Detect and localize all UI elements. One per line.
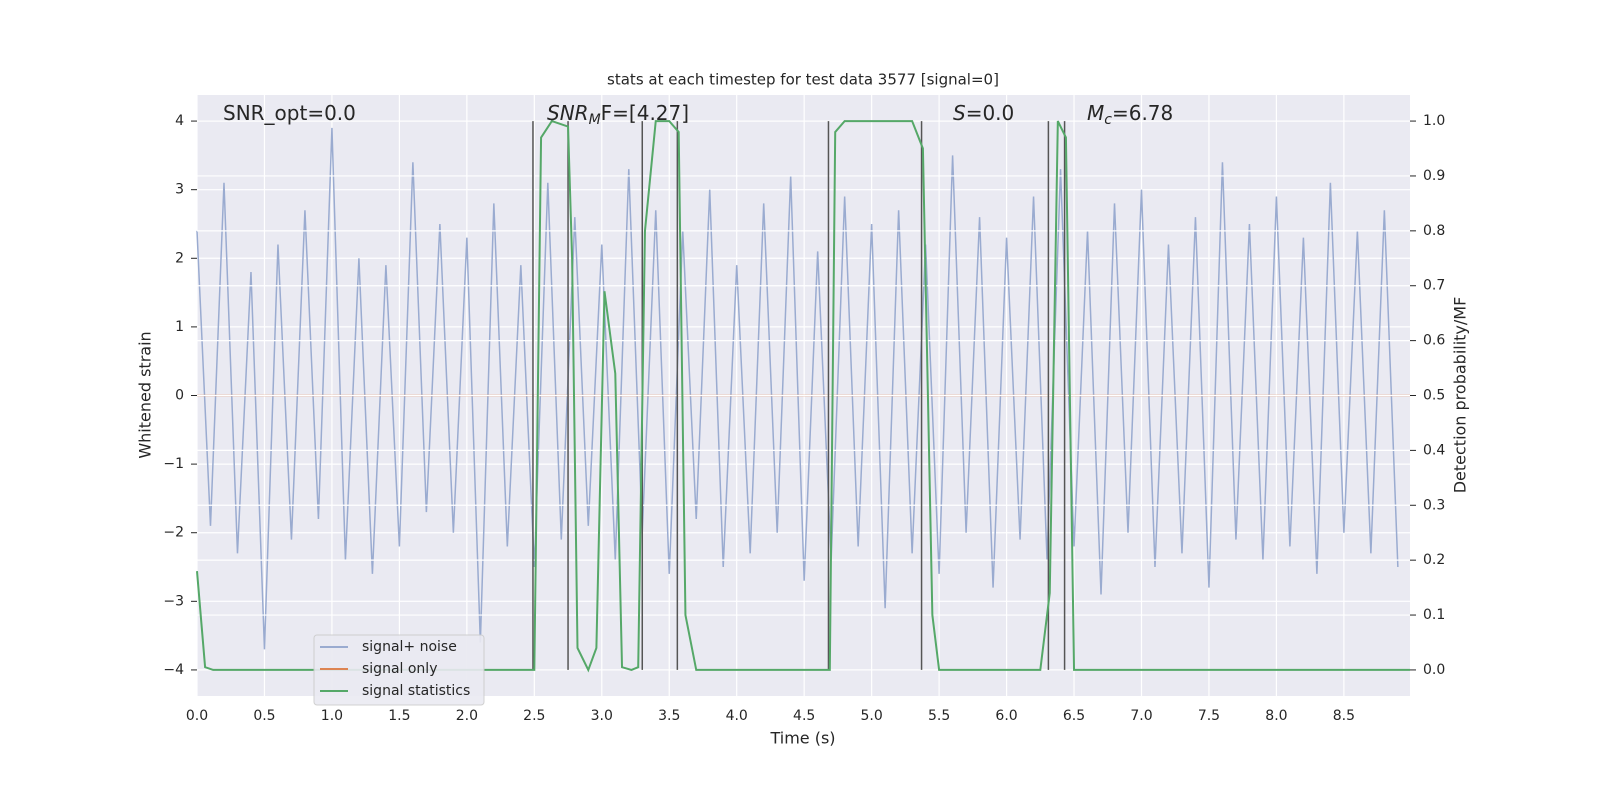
y-tick-label: −3 xyxy=(163,593,184,609)
x-tick-label: 6.5 xyxy=(1063,708,1085,724)
x-axis-label: Time (s) xyxy=(769,729,835,748)
y2-axis-label: Detection probability/MF xyxy=(1451,297,1470,494)
y2-tick-label: 1.0 xyxy=(1423,113,1445,129)
x-tick-label: 6.0 xyxy=(995,708,1017,724)
y2-tick-label: 0.0 xyxy=(1423,662,1445,678)
annotation-symbol: SNR xyxy=(547,101,589,125)
y-tick-label: 2 xyxy=(175,250,184,266)
x-tick-label: 3.0 xyxy=(591,708,613,724)
x-tick-label: 2.5 xyxy=(523,708,545,724)
y-tick-label: 0 xyxy=(175,388,184,404)
legend-label: signal only xyxy=(362,661,437,677)
y2-tick-label: 0.6 xyxy=(1423,333,1445,349)
annotation: SNRMF=[4.27] xyxy=(547,101,689,129)
y2-tick-label: 0.7 xyxy=(1423,278,1445,294)
series-line xyxy=(196,119,1410,673)
annotation-text: =6.78 xyxy=(1112,101,1173,125)
legend-box xyxy=(313,634,485,706)
x-tick-label: 4.0 xyxy=(726,708,748,724)
annotation-subscript: M xyxy=(589,112,601,128)
x-tick-label: 0.5 xyxy=(253,708,275,724)
y-tick-label: 1 xyxy=(175,319,184,335)
x-tick-label: 1.5 xyxy=(388,708,410,724)
legend-label: signal statistics xyxy=(362,683,470,699)
y2-tick-label: 0.5 xyxy=(1423,388,1445,404)
y2-tick-label: 0.9 xyxy=(1423,168,1445,184)
x-tick-label: 3.5 xyxy=(658,708,680,724)
x-tick-label: 7.5 xyxy=(1198,708,1220,724)
annotation-symbol: M xyxy=(1087,101,1104,125)
x-tick-label: 8.0 xyxy=(1265,708,1287,724)
x-tick-label: 7.0 xyxy=(1130,708,1152,724)
y-tick-label: 3 xyxy=(175,182,184,198)
y2-tick-label: 0.2 xyxy=(1423,552,1445,568)
chart-title: stats at each timestep for test data 357… xyxy=(607,71,999,89)
annotation: Mc=6.78 xyxy=(1087,101,1173,129)
y-tick-label: 4 xyxy=(175,113,184,129)
annotation-text: SNR_opt=0.0 xyxy=(223,101,356,125)
y2-tick-label: 0.8 xyxy=(1423,223,1445,239)
y-tick-label: −2 xyxy=(163,525,184,541)
annotation: SNR_opt=0.0 xyxy=(223,101,356,125)
x-tick-label: 4.5 xyxy=(793,708,815,724)
annotation: S=0.0 xyxy=(953,101,1014,125)
x-tick-label: 1.0 xyxy=(321,708,343,724)
y2-tick-label: 0.4 xyxy=(1423,442,1445,458)
y2-tick-label: 0.1 xyxy=(1423,607,1445,623)
annotation-text: =0.0 xyxy=(966,101,1015,125)
y-axis-label: Whitened strain xyxy=(136,331,155,458)
x-tick-label: 0.0 xyxy=(186,708,208,724)
x-tick-label: 8.5 xyxy=(1333,708,1355,724)
y-tick-label: −4 xyxy=(163,662,184,678)
annotation-text: F=[4.27] xyxy=(601,101,689,125)
annotation-subscript: c xyxy=(1104,112,1112,128)
x-tick-label: 5.0 xyxy=(861,708,883,724)
y2-tick-label: 0.3 xyxy=(1423,497,1445,513)
legend-label: signal+ noise xyxy=(362,639,457,655)
x-tick-label: 5.5 xyxy=(928,708,950,724)
x-tick-label: 2.0 xyxy=(456,708,478,724)
series-line xyxy=(196,127,1399,650)
annotation-symbol: S xyxy=(953,101,966,125)
y-tick-label: −1 xyxy=(163,456,184,472)
